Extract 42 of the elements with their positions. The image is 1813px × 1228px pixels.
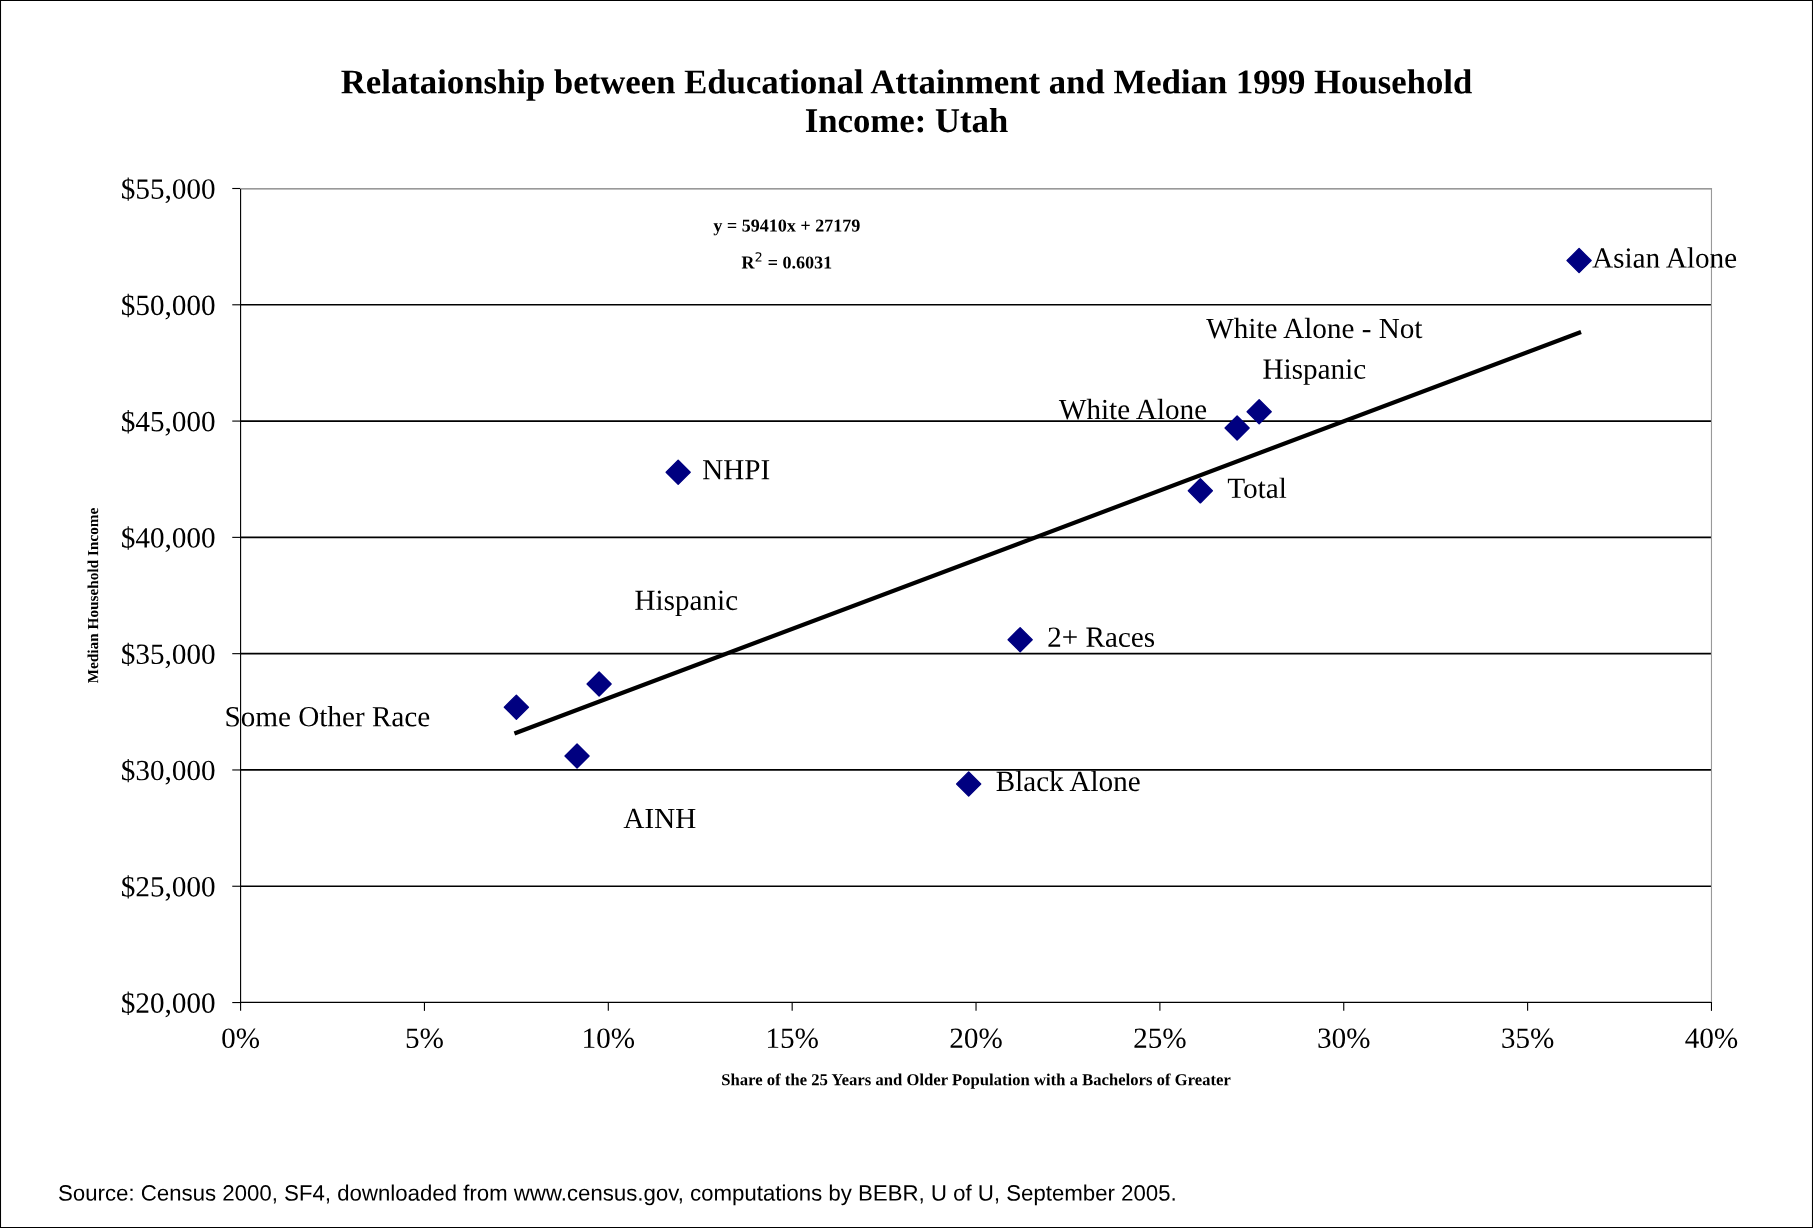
- annotation: Total: [1227, 477, 1287, 499]
- annotation: y = 59410x + 27179: [713, 219, 860, 236]
- x-tick-label: 35%: [1502, 1028, 1554, 1049]
- point: [564, 743, 590, 769]
- y-tick-label: $55,000: [122, 177, 215, 204]
- annotation: Asian Alone: [1592, 247, 1737, 268]
- annotation: White Alone: [1058, 398, 1207, 420]
- point: [1566, 247, 1592, 274]
- x-axis-title: Share of the 25 Years and Older Population with a Bachelors of Greater: [722, 1073, 1231, 1089]
- x-tick-label: 5%: [406, 1028, 443, 1049]
- x-tick-label: 0%: [222, 1028, 260, 1049]
- y-tick-label: $30,000: [122, 758, 215, 785]
- annotation: NHPI: [703, 460, 770, 480]
- point: [503, 694, 530, 720]
- y-axis-title: Median Household Income: [87, 508, 99, 684]
- x-tick-label: 30%: [1318, 1028, 1370, 1049]
- point: [955, 771, 982, 797]
- point: [1187, 478, 1214, 504]
- point: [1224, 415, 1250, 441]
- y-tick-label: $45,000: [122, 410, 215, 436]
- annotation: Hispanic: [635, 590, 738, 617]
- source-note: Source: Census 2000, SF4, downloaded from www.census.gov, computations by BEBR, U of U, September 2005.: [59, 1184, 1175, 1206]
- point: [665, 459, 691, 485]
- annotation: R$^{2}$ = 0.6031: [741, 252, 832, 269]
- x-tick-label: 20%: [950, 1028, 1002, 1049]
- annotation: Black Alone: [996, 770, 1140, 792]
- point: [1246, 399, 1272, 425]
- x-tick-label: 10%: [584, 1028, 635, 1049]
- x-tick-label: 40%: [1685, 1028, 1738, 1049]
- y-tick-label: $25,000: [122, 875, 215, 901]
- point: [586, 671, 612, 697]
- annotation: AINH: [623, 808, 696, 829]
- chart-title: Relataionship between Educational Attainment and Median 1999 Household Income: Utah: [341, 69, 1472, 133]
- y-tick-label: $40,000: [122, 526, 215, 552]
- y-tick-label: $50,000: [122, 293, 215, 320]
- annotation: 2+ Races: [1048, 627, 1155, 648]
- y-tick-label: $20,000: [122, 991, 215, 1018]
- x-tick-label: 15%: [768, 1028, 818, 1049]
- point: [1007, 626, 1033, 653]
- x-tick-label: 25%: [1134, 1028, 1186, 1049]
- annotation: White Alone - Not Hispanic: [1206, 317, 1423, 385]
- y-tick-label: $35,000: [122, 642, 215, 669]
